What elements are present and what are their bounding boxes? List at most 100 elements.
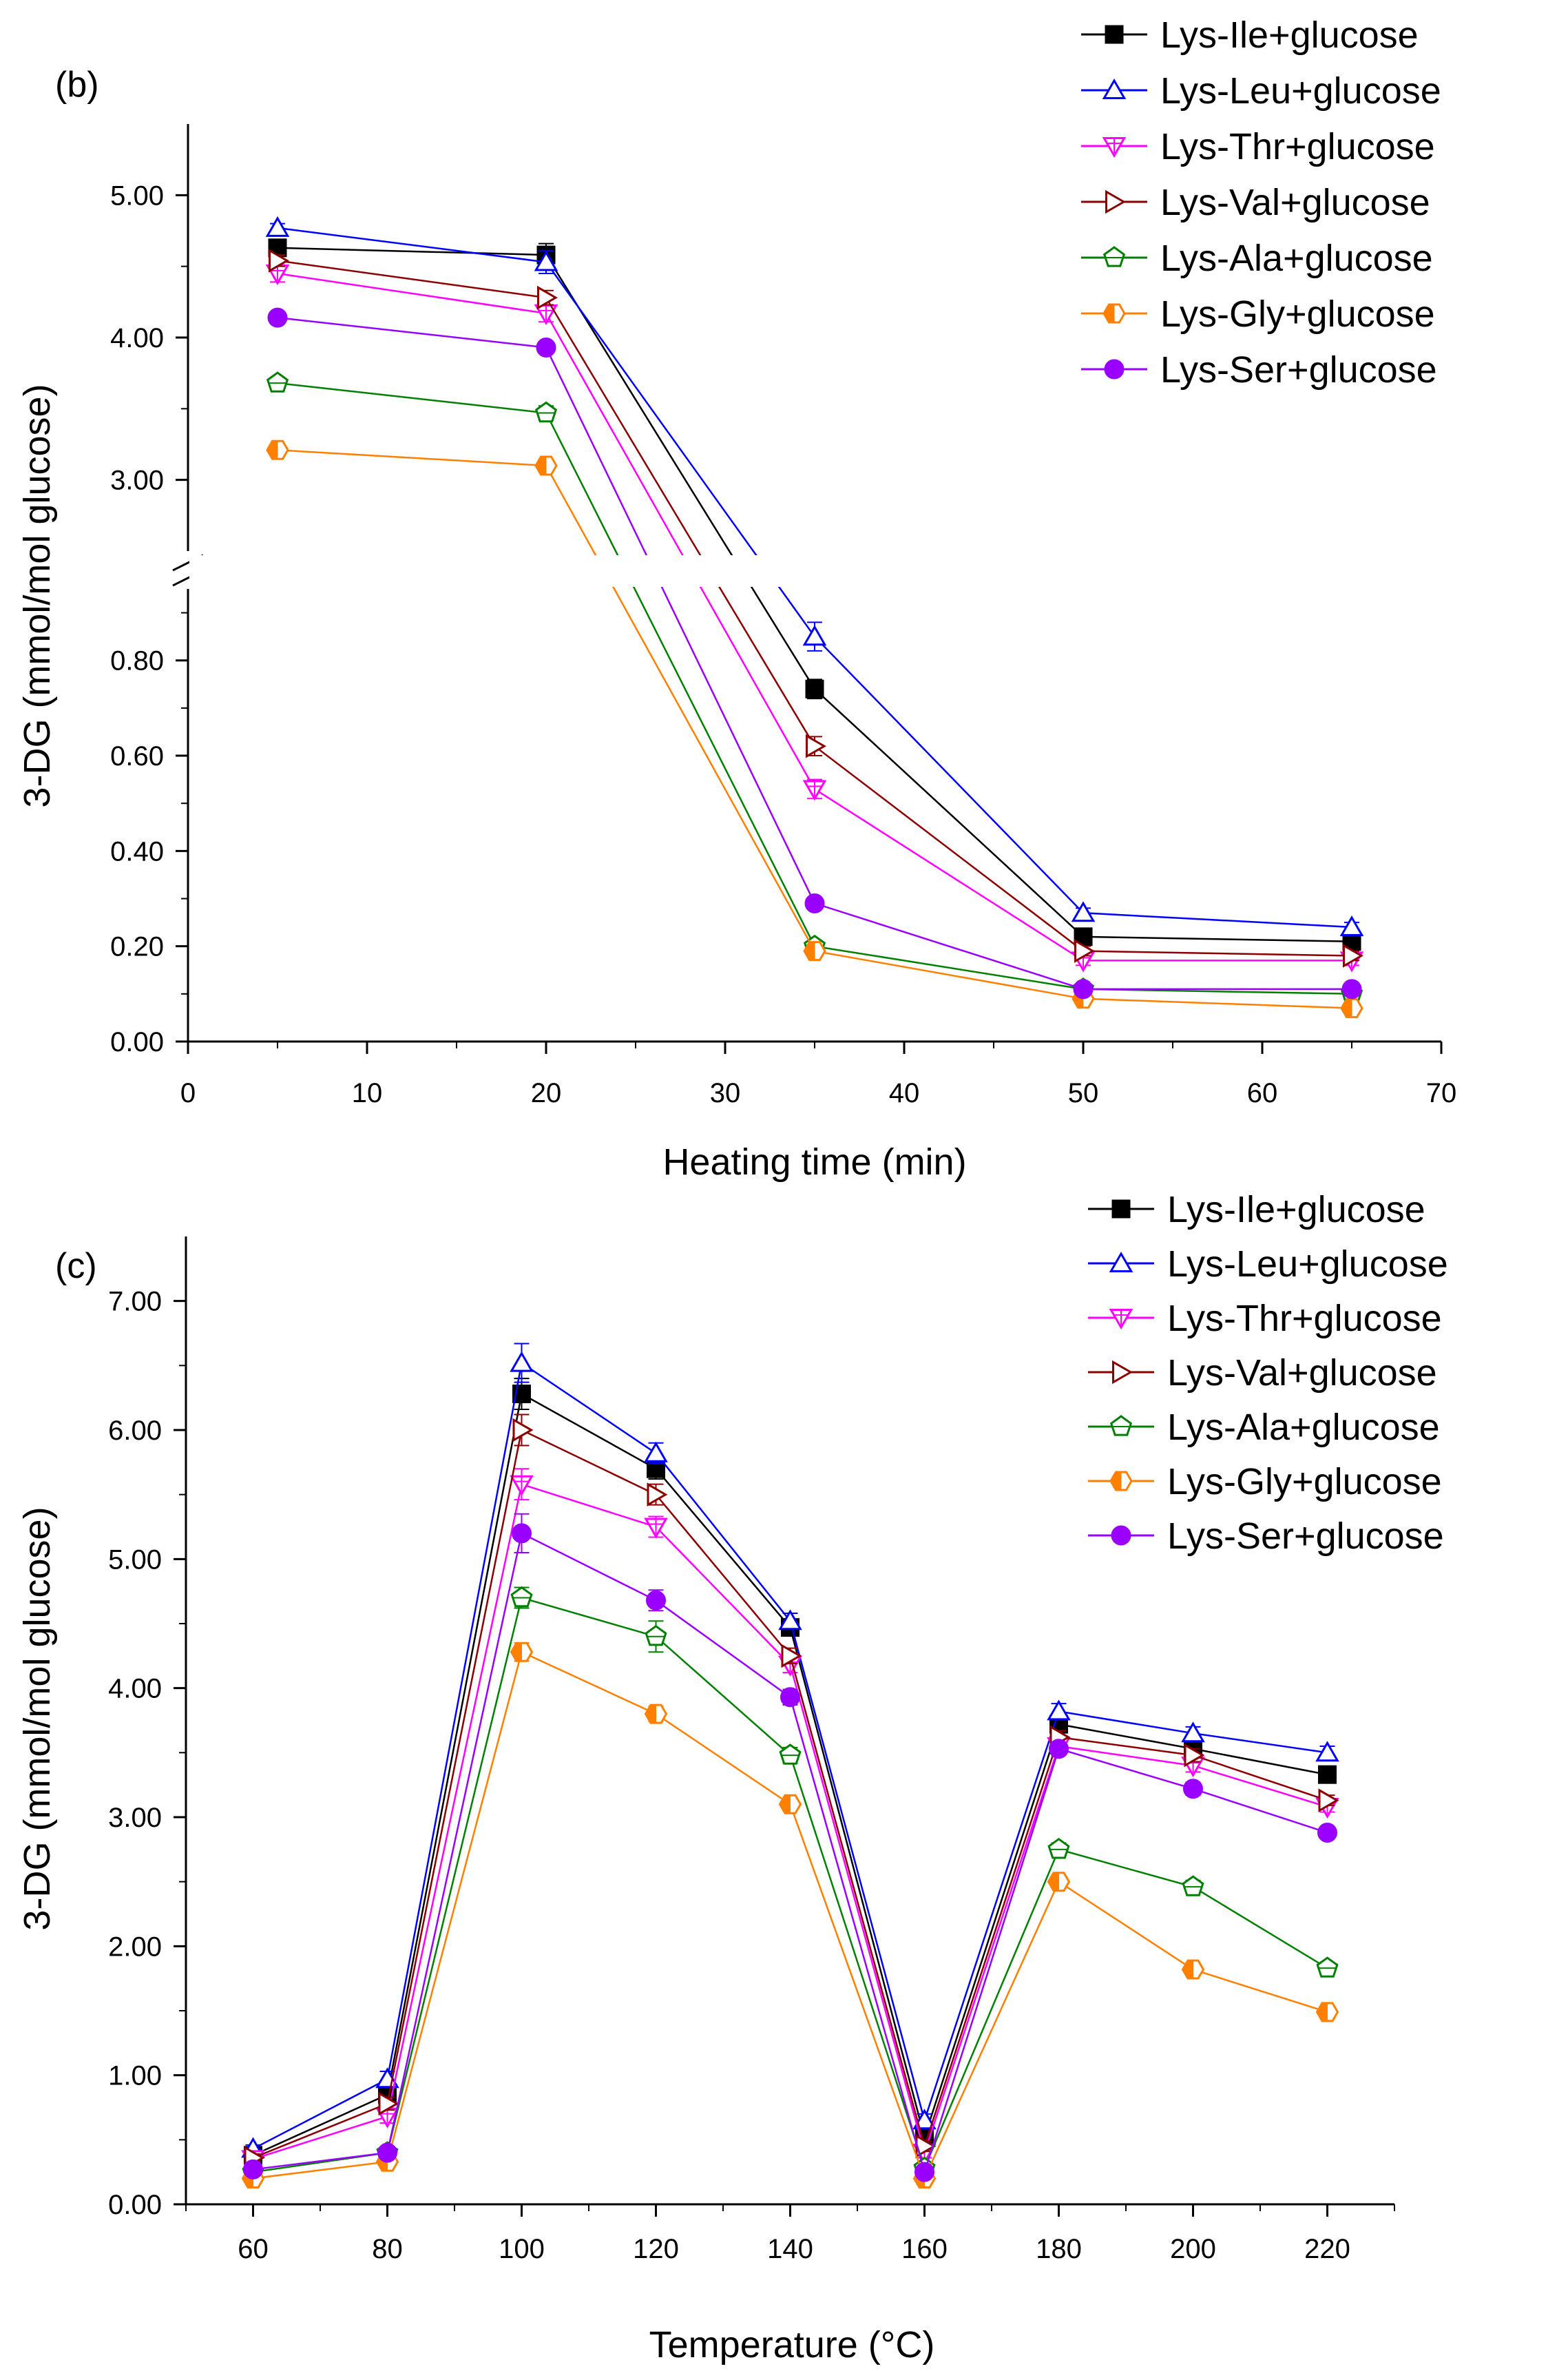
panel-b-point-lys-ala-glucose: [266, 371, 289, 393]
panel-c-legend-marker-lys-ala-glucose: [1109, 1415, 1133, 1436]
panel-c-point-lys-val-glucose: [781, 1644, 802, 1668]
panel-c-x-tick-label: 180: [1036, 2234, 1082, 2264]
panel-c-y-tick-label: 1.00: [108, 2061, 162, 2091]
panel-b-point-lys-val-glucose: [1074, 939, 1096, 963]
panel-b-axes: 0 10 20 30 40 50 60 70 0.00 0.20 0.40 0.60 0.80 3.00 4…: [110, 124, 1456, 1108]
panel-c-x-tick-label: 100: [499, 2234, 545, 2264]
panel-b-y-tick-label: 5.00: [110, 180, 164, 211]
panel-b-legend-label-lys-ser-glucose: Lys-Ser+glucose: [1160, 349, 1437, 391]
panel-b-point-lys-ser-glucose: [804, 893, 825, 913]
panel-b-point-lys-val-glucose: [1343, 944, 1364, 968]
panel-c-legend-marker-lys-gly-glucose: [1109, 1471, 1133, 1491]
panel-b-legend-marker-lys-ala-glucose: [1102, 246, 1126, 267]
panel-c-x-tick-label: 120: [633, 2234, 679, 2264]
panel-b-y-tick-label: 0.60: [110, 741, 164, 772]
panel-b-legend: Lys-Ile+glucose Lys-Leu+glucose Lys-Thr+gl…: [1081, 14, 1441, 391]
panel-b-legend-label-lys-val-glucose: Lys-Val+glucose: [1160, 182, 1430, 223]
panel-c-point-lys-ala-glucose: [779, 1743, 802, 1765]
panel-b-legend-marker-lys-ile-glucose: [1105, 25, 1124, 44]
panel-c-y-tick-label: 2.00: [108, 1932, 162, 1962]
panel-c-legend-label-lys-ala-glucose: Lys-Ala+glucose: [1167, 1407, 1440, 1448]
panel-c-x-tick-label: 160: [901, 2234, 948, 2264]
panel-c-point-lys-ala-glucose: [1182, 1875, 1204, 1896]
panel-c-point-lys-gly-glucose: [1315, 2002, 1339, 2022]
panel-c-legend-marker-lys-thr-glucose: [1109, 1309, 1133, 1330]
panel-c-point-lys-ser-glucose: [1183, 1779, 1203, 1799]
panel-b-x-tick-label: 10: [352, 1078, 383, 1108]
panel-b-y-tick-label: 0.80: [110, 646, 164, 676]
panel-c-point-lys-ser-glucose: [780, 1687, 800, 1708]
panel-c-chart: (c) Temperature (°C) 3-DG (mmol/mol gluc…: [17, 1189, 1448, 2365]
panel-b-y-tick-label: 3.00: [110, 466, 164, 496]
panel-c-axes: 60 80 100 120 140 160 180 200 220 0.00 1.00 2.00 3.0…: [108, 1236, 1395, 2264]
panel-b-x-tick-label: 30: [710, 1078, 741, 1108]
panel-b-legend-marker-lys-ser-glucose: [1104, 359, 1125, 380]
panel-b-legend-marker-lys-thr-glucose: [1102, 137, 1127, 158]
panel-b-y-tick-label: 0.20: [110, 932, 164, 962]
panel-c-point-lys-gly-glucose: [778, 1794, 802, 1814]
panel-b-point-lys-leu-glucose: [1071, 901, 1096, 922]
panel-b-legend-marker-lys-val-glucose: [1105, 189, 1127, 214]
panel-b-point-lys-gly-glucose: [266, 439, 289, 460]
panel-b-legend-marker-lys-gly-glucose: [1102, 303, 1126, 324]
panel-c-point-lys-ser-glucose: [1317, 1822, 1337, 1843]
panel-b-point-lys-thr-glucose: [802, 780, 827, 801]
panel-b-point-lys-val-glucose: [269, 249, 290, 273]
panel-b-legend-label-lys-gly-glucose: Lys-Gly+glucose: [1160, 293, 1435, 335]
panel-c-point-lys-ser-glucose: [1049, 1739, 1069, 1759]
panel-c-point-lys-val-glucose: [378, 2091, 399, 2116]
panel-b-x-tick-label: 0: [180, 1078, 196, 1108]
panel-c-x-tick-label: 200: [1170, 2234, 1216, 2264]
panel-c-point-lys-ala-glucose: [645, 1624, 667, 1646]
panel-b-point-lys-ala-glucose: [534, 401, 558, 423]
panel-c-legend-marker-lys-ile-glucose: [1111, 1199, 1131, 1219]
panel-c-x-axis-title: Temperature (°C): [649, 2324, 935, 2365]
panel-c-y-tick-label: 3.00: [108, 1803, 162, 1833]
panel-c-point-lys-ala-glucose: [510, 1586, 533, 1608]
panel-b-point-lys-val-glucose: [537, 285, 558, 310]
panel-c-legend: Lys-Ile+glucose Lys-Leu+glucose Lys-Thr+gl…: [1088, 1189, 1448, 1557]
panel-b-legend-label-lys-ala-glucose: Lys-Ala+glucose: [1160, 238, 1433, 279]
panel-b-x-tick-label: 50: [1068, 1078, 1099, 1108]
panel-c-point-lys-gly-glucose: [510, 1642, 534, 1662]
panel-c-point-lys-leu-glucose: [1047, 1699, 1071, 1721]
panel-c-legend-label-lys-ile-glucose: Lys-Ile+glucose: [1167, 1189, 1425, 1230]
panel-c-point-lys-gly-glucose: [1047, 1872, 1071, 1892]
panel-b-point-lys-ser-glucose: [1341, 979, 1362, 1000]
panel-c-point-lys-ser-glucose: [914, 2162, 934, 2182]
panel-c-point-lys-leu-glucose: [644, 1441, 668, 1462]
panel-b-point-lys-leu-glucose: [265, 216, 290, 237]
panel-b-point-lys-ile-glucose: [805, 679, 824, 698]
panel-c-legend-label-lys-leu-glucose: Lys-Leu+glucose: [1167, 1243, 1448, 1285]
panel-b-legend-label-lys-leu-glucose: Lys-Leu+glucose: [1160, 70, 1441, 112]
panel-c-plot-area: [241, 1343, 1339, 2188]
panel-b-point-lys-gly-glucose: [803, 941, 826, 962]
panel-c-point-lys-ser-glucose: [512, 1523, 532, 1544]
panel-c-legend-label-lys-val-glucose: Lys-Val+glucose: [1167, 1352, 1437, 1394]
panel-c-point-lys-gly-glucose: [644, 1704, 668, 1724]
panel-c-x-tick-label: 140: [767, 2234, 813, 2264]
panel-c-point-lys-val-glucose: [1318, 1788, 1339, 1813]
panel-b-x-tick-label: 40: [889, 1078, 920, 1108]
panel-c-label: (c): [55, 1246, 97, 1286]
panel-c-point-lys-thr-glucose: [510, 1475, 534, 1496]
panel-c-point-lys-leu-glucose: [1181, 1721, 1205, 1743]
panel-b-plot-area: [189, 216, 1443, 1019]
panel-b-point-lys-ser-glucose: [267, 307, 288, 328]
panel-c-y-tick-label: 4.00: [108, 1674, 162, 1704]
panel-c-point-lys-leu-glucose: [1315, 1741, 1339, 1762]
panel-c-y-tick-label: 0.00: [108, 2190, 162, 2220]
panel-b-point-lys-leu-glucose: [802, 625, 827, 646]
panel-c-legend-marker-lys-ser-glucose: [1111, 1525, 1131, 1546]
panel-b-y-tick-label: 0.40: [110, 836, 164, 867]
panel-c-legend-marker-lys-leu-glucose: [1109, 1251, 1133, 1272]
panel-b-legend-marker-lys-leu-glucose: [1102, 78, 1127, 99]
panel-c-point-lys-ile-glucose: [1318, 1765, 1337, 1784]
panel-c-point-lys-gly-glucose: [1181, 1959, 1205, 1980]
panel-b-y-tick-label: 4.00: [110, 323, 164, 353]
panel-c-x-tick-label: 220: [1304, 2234, 1350, 2264]
panel-c-point-lys-val-glucose: [512, 1418, 534, 1442]
panel-b-point-lys-leu-glucose: [534, 250, 558, 271]
panel-c-x-tick-label: 60: [238, 2234, 269, 2264]
